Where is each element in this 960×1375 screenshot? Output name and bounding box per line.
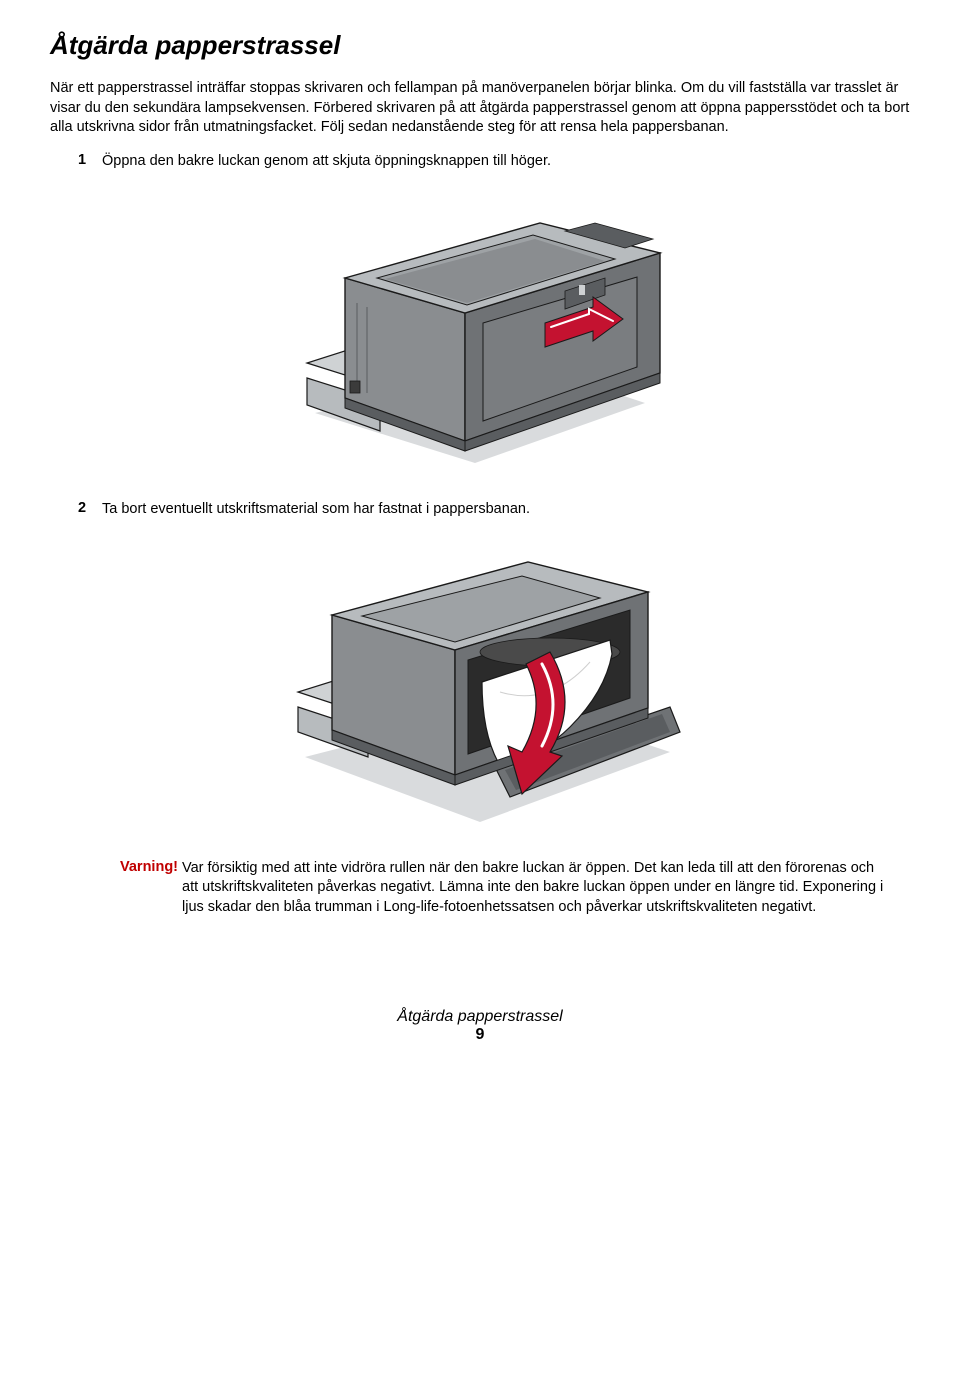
printer-rear-closed-illustration	[265, 183, 695, 473]
step-2: 2 Ta bort eventuellt utskriftsmaterial s…	[50, 500, 910, 520]
warning-text: Var försiktig med att inte vidröra rulle…	[182, 859, 890, 918]
printer-rear-open-illustration	[250, 532, 710, 832]
step-number: 1	[78, 152, 102, 172]
illustration-1-wrap	[50, 183, 910, 478]
footer-title: Åtgärda papperstrassel	[50, 1008, 910, 1026]
step-1: 1 Öppna den bakre luckan genom att skjut…	[50, 152, 910, 172]
step-number: 2	[78, 500, 102, 520]
warning-block: Varning! Var försiktig med att inte vidr…	[50, 859, 910, 918]
step-text: Öppna den bakre luckan genom att skjuta …	[102, 152, 551, 172]
intro-paragraph: När ett papperstrassel inträffar stoppas…	[50, 79, 910, 138]
footer-page-number: 9	[50, 1026, 910, 1044]
step-text: Ta bort eventuellt utskriftsmaterial som…	[102, 500, 530, 520]
page-footer: Åtgärda papperstrassel 9	[50, 1008, 910, 1044]
illustration-2-wrap	[50, 532, 910, 837]
warning-label: Varning!	[120, 859, 178, 918]
page-title: Åtgärda papperstrassel	[50, 30, 910, 61]
